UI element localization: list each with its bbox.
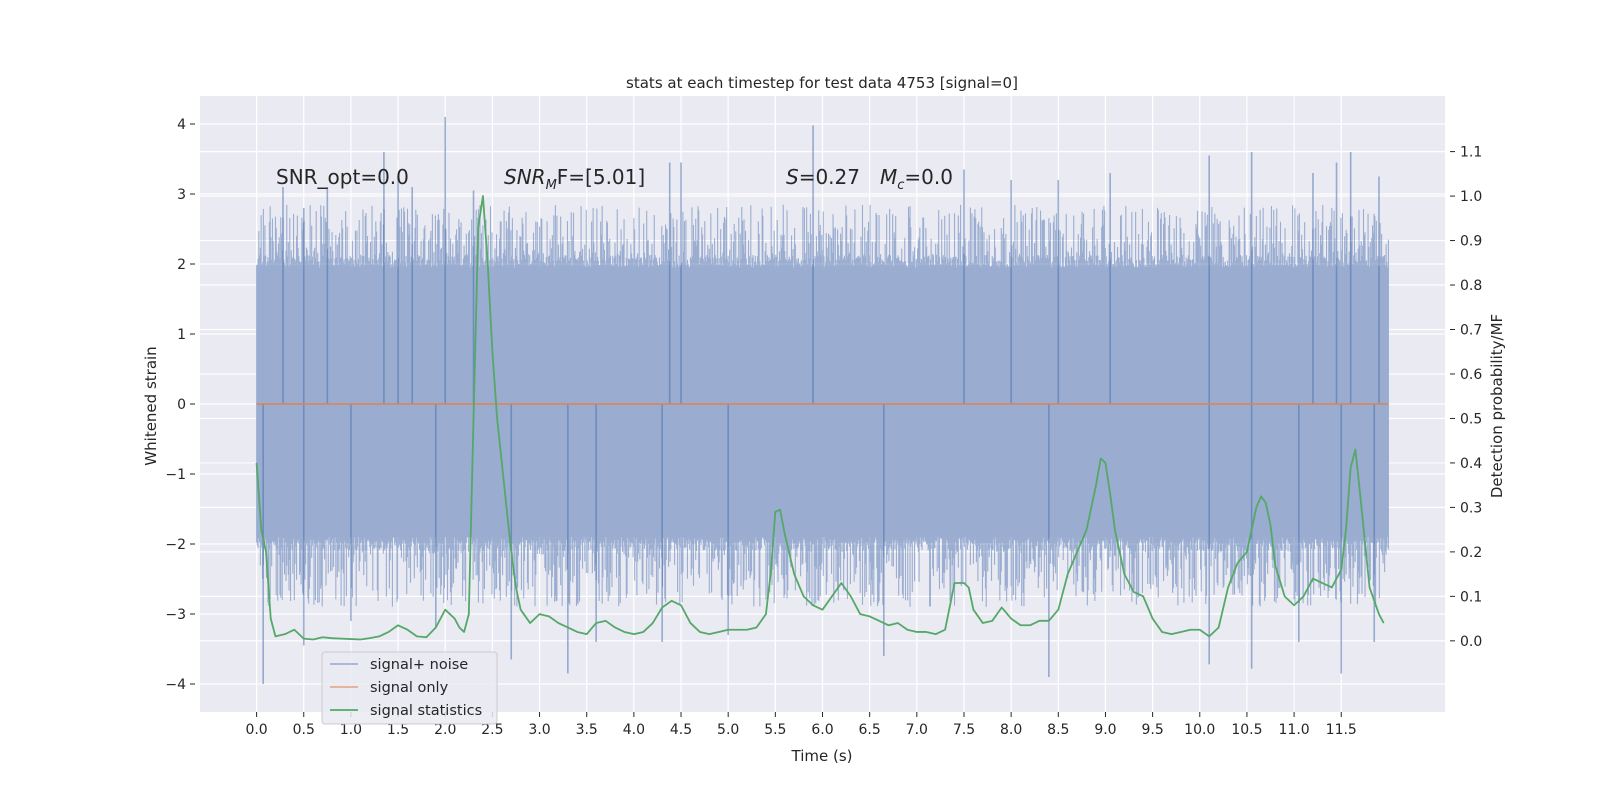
y-tick-label: −1 xyxy=(165,467,186,483)
annotation-s: S=0.27 xyxy=(786,165,860,189)
x-tick-label: 11.5 xyxy=(1326,722,1357,738)
y-tick-label: 2 xyxy=(177,257,186,273)
y-tick-label: 1 xyxy=(177,327,186,343)
x-tick-label: 10.5 xyxy=(1231,722,1262,738)
x-tick-label: 4.0 xyxy=(623,722,645,738)
y2-tick-label: 1.1 xyxy=(1460,145,1482,161)
x-tick-label: 6.0 xyxy=(811,722,833,738)
signal-statistics-line xyxy=(255,195,1385,641)
y-tick-label: 0 xyxy=(177,397,186,413)
legend: signal+ noise signal only signal statist… xyxy=(321,651,498,725)
annotation-snr-mf: SNRMF=[5.01] xyxy=(504,165,645,193)
x-tick-label: 5.0 xyxy=(717,722,739,738)
y-tick-label: −4 xyxy=(165,677,186,693)
axis-ticks: 0.0 0.5 1.0 1.5 2.0 2.5 3.0 3.5 4.0 4.5 5.0 5.5 6.0 6… xyxy=(165,117,1482,738)
x-tick-label: 3.0 xyxy=(528,722,550,738)
x-tick-label: 8.5 xyxy=(1047,722,1069,738)
x-tick-label: 9.5 xyxy=(1141,722,1163,738)
x-tick-label: 11.0 xyxy=(1279,722,1310,738)
x-tick-label: 3.5 xyxy=(576,722,598,738)
legend-label-signal-only: signal only xyxy=(370,680,449,696)
x-tick-label: 7.0 xyxy=(906,722,928,738)
x-axis-label: Time (s) xyxy=(791,747,853,765)
x-tick-label: 4.5 xyxy=(670,722,692,738)
y-tick-label: 3 xyxy=(177,187,186,203)
y2-tick-label: 0.0 xyxy=(1460,634,1482,650)
x-tick-label: 0.5 xyxy=(293,722,315,738)
y-axis-label: Whitened strain xyxy=(142,346,160,465)
annotation-mc: Mc=0.0 xyxy=(880,165,953,193)
y2-tick-label: 0.1 xyxy=(1460,589,1482,605)
x-tick-label: 2.5 xyxy=(481,722,503,738)
y2-tick-label: 0.6 xyxy=(1460,367,1482,383)
y-tick-label: −3 xyxy=(165,607,186,623)
y-tick-label: 4 xyxy=(177,117,186,133)
x-tick-label: 7.5 xyxy=(953,722,975,738)
x-tick-label: 6.5 xyxy=(859,722,881,738)
x-tick-label: 10.0 xyxy=(1184,722,1215,738)
legend-label-signal-statistics: signal statistics xyxy=(370,703,482,719)
y2-tick-label: 0.3 xyxy=(1460,500,1482,516)
y2-tick-label: 0.7 xyxy=(1460,323,1482,339)
y2-axis-label: Detection probability/MF xyxy=(1488,314,1506,498)
y2-tick-label: 0.5 xyxy=(1460,411,1482,427)
y2-tick-label: 0.9 xyxy=(1460,234,1482,250)
legend-box xyxy=(321,651,498,725)
x-tick-label: 2.0 xyxy=(434,722,456,738)
x-tick-label: 1.0 xyxy=(340,722,362,738)
y2-tick-label: 0.8 xyxy=(1460,278,1482,294)
y2-tick-label: 0.2 xyxy=(1460,545,1482,561)
x-tick-label: 1.5 xyxy=(387,722,409,738)
chart-title: stats at each timestep for test data 475… xyxy=(626,74,1018,92)
y2-tick-label: 0.4 xyxy=(1460,456,1482,472)
x-tick-label: 8.0 xyxy=(1000,722,1022,738)
x-tick-label: 0.0 xyxy=(245,722,267,738)
y-tick-label: −2 xyxy=(165,537,186,553)
signal-statistics-series xyxy=(255,195,1385,641)
x-tick-label: 9.0 xyxy=(1094,722,1116,738)
annotation-snr-opt: SNR_opt=0.0 xyxy=(276,165,409,189)
x-tick-label: 5.5 xyxy=(764,722,786,738)
legend-label-signal-noise: signal+ noise xyxy=(370,657,468,673)
signal-noise-band xyxy=(256,267,1389,537)
signal-noise-series xyxy=(256,117,1389,684)
y2-tick-label: 1.0 xyxy=(1460,189,1482,205)
